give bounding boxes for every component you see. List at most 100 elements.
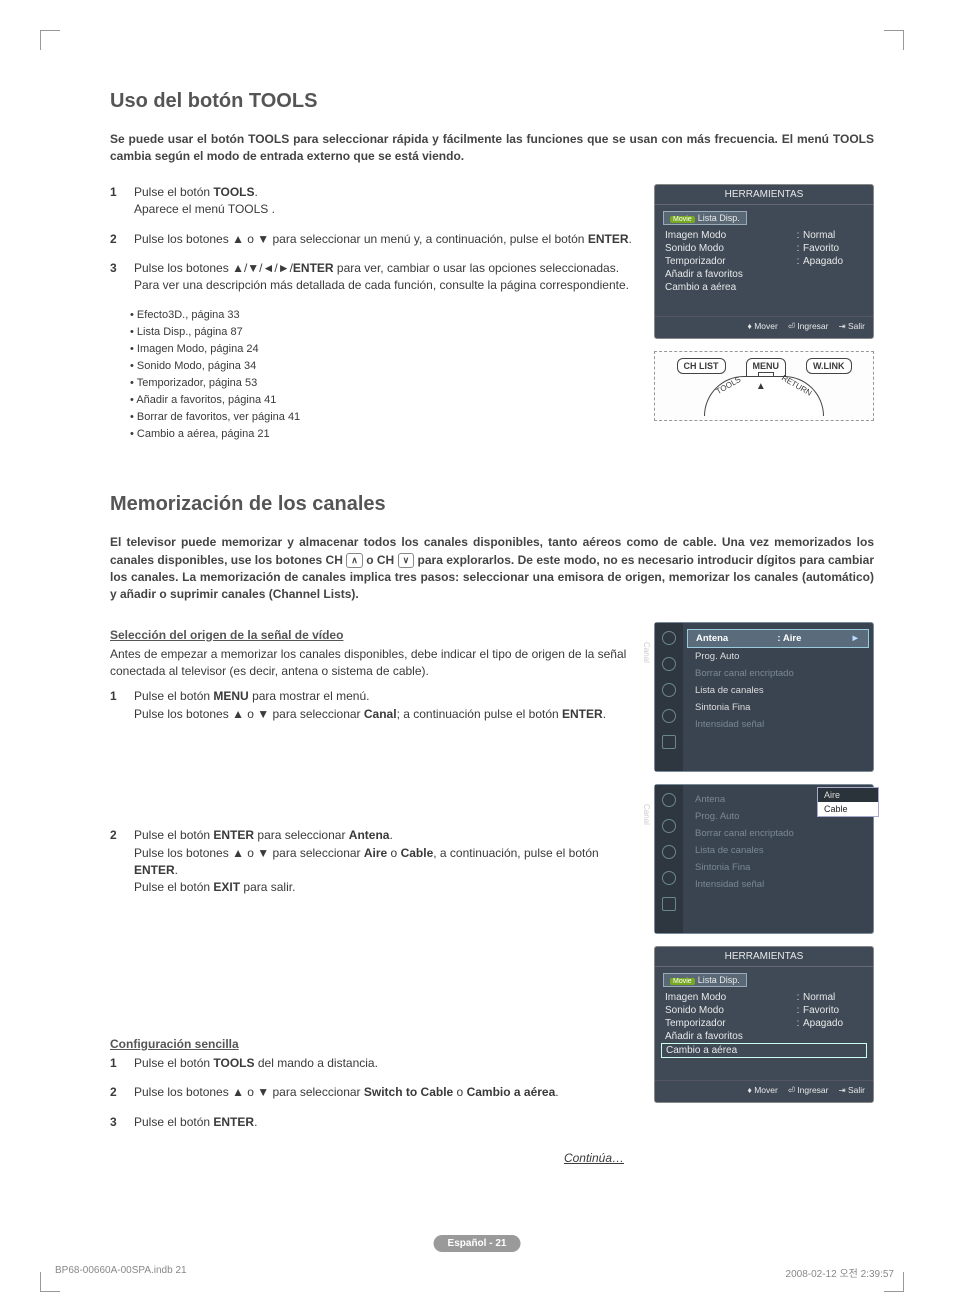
label: Lista de canales	[695, 685, 764, 696]
label: Temporizador	[665, 1018, 793, 1029]
paragraph: Antes de empezar a memorizar los canales…	[110, 646, 634, 681]
osd-footer: ♦ Mover ⏎ Ingresar ⇥ Salir	[655, 316, 873, 332]
value: Apagado	[803, 256, 863, 267]
text: Lista Disp.	[698, 213, 740, 223]
text: Cambio a aérea	[467, 1085, 556, 1099]
label: Sonido Modo	[665, 1005, 793, 1016]
up-arrow-icon: ▲	[756, 381, 766, 392]
step-num: 2	[110, 1084, 134, 1101]
osd-canal-menu: Antena: Aire► Prog. Auto Borrar canal en…	[654, 622, 874, 772]
menu-item: Sintonia Fina	[687, 699, 869, 716]
return-label: RETURN	[780, 373, 813, 397]
footer-file: BP68-00660A-00SPA.indb 21	[55, 1265, 187, 1280]
text: ENTER	[293, 261, 334, 275]
osd-footer: ♦ Mover ⏎ Ingresar ⇥ Salir	[655, 1080, 873, 1096]
text: .	[175, 863, 178, 877]
label: Borrar canal encriptado	[695, 668, 794, 679]
osd-herramientas-2: HERRAMIENTAS MovieLista Disp. Imagen Mod…	[654, 946, 874, 1103]
sublist: Efecto3D., página 33 Lista Disp., página…	[114, 307, 634, 443]
hint-exit: ⇥ Salir	[839, 321, 866, 332]
text: ENTER	[213, 1115, 254, 1129]
hint-enter: ⏎ Ingresar	[788, 1085, 829, 1096]
value: Favorito	[803, 243, 863, 254]
chevron-right-icon: ►	[851, 633, 860, 644]
text: Pulse el botón	[134, 880, 213, 894]
subsection-title: Selección del origen de la señal de víde…	[110, 628, 634, 642]
picture-icon	[662, 657, 676, 671]
menu-list: Antena: Aire► Prog. Auto Borrar canal en…	[683, 623, 873, 771]
label: Antena	[695, 794, 725, 805]
label: Intensidad señal	[695, 879, 764, 890]
text: .	[603, 707, 606, 721]
sublist-item: Sonido Modo, página 34	[130, 358, 634, 375]
footer-timestamp: 2008-02-12 오전 2:39:57	[786, 1265, 894, 1280]
text: .	[255, 185, 258, 199]
text: .	[555, 1085, 558, 1099]
step: 2 Pulse los botones ▲ o ▼ para seleccion…	[110, 1084, 634, 1101]
label: Prog. Auto	[695, 651, 739, 662]
osd-tab: MovieLista Disp.	[663, 211, 747, 225]
remote-chlist-button: CH LIST	[677, 358, 726, 374]
menu-item: Intensidad señal	[687, 876, 869, 893]
menu-side-label: Canal	[642, 804, 651, 825]
crop-mark	[40, 30, 60, 50]
sublist-item: Cambio a aérea, página 21	[130, 426, 634, 443]
step-num: 2	[110, 827, 134, 897]
label: Intensidad señal	[695, 719, 764, 730]
text: TOOLS	[213, 1056, 254, 1070]
text: , a continuación, pulse el botón	[433, 846, 598, 860]
menu-item: Prog. Auto	[687, 648, 869, 665]
label: Imagen Modo	[665, 230, 793, 241]
step-body: Pulse los botones ▲/▼/◄/►/ENTER para ver…	[134, 260, 634, 295]
tools-label: TOOLS	[715, 375, 743, 396]
value: Favorito	[803, 1005, 863, 1016]
step-num: 3	[110, 1114, 134, 1131]
text: para seleccionar	[254, 828, 349, 842]
step-body: Pulse el botón TOOLS del mando a distanc…	[134, 1055, 634, 1072]
value: : Aire	[777, 633, 801, 644]
input-icon	[662, 871, 676, 885]
app-icon	[662, 897, 676, 911]
step: 1 Pulse el botón TOOLS del mando a dista…	[110, 1055, 634, 1072]
osd-row: Sonido Modo:Favorito	[655, 1004, 873, 1017]
step-body: Pulse el botón TOOLS. Aparece el menú TO…	[134, 184, 634, 219]
text: Pulse los botones ▲/▼/◄/►/	[134, 261, 293, 275]
step: 3 Pulse el botón ENTER.	[110, 1114, 634, 1131]
osd-title: HERRAMIENTAS	[655, 947, 873, 967]
label: Sonido Modo	[665, 243, 793, 254]
value: Normal	[803, 992, 863, 1003]
dropdown-option-selected: Cable	[818, 802, 878, 816]
text: Ingresar	[797, 321, 828, 331]
text: ENTER	[213, 828, 254, 842]
section-intro: El televisor puede memorizar y almacenar…	[110, 534, 874, 604]
menu-icon-col	[655, 785, 683, 933]
text: Pulse los botones ▲ o ▼ para seleccionar…	[134, 232, 588, 246]
step-body: Pulse el botón ENTER.	[134, 1114, 634, 1131]
text: Antena	[349, 828, 390, 842]
menu-list: Antena Prog. Auto Borrar canal encriptad…	[683, 785, 873, 933]
remote-dpad: TOOLS ▲ RETURN	[704, 376, 824, 416]
hint-move: ♦ Mover	[748, 321, 778, 332]
osd-row: Añadir a favoritos	[655, 268, 873, 281]
osd-row: Imagen Modo:Normal	[655, 229, 873, 242]
menu-side-label: Canal	[642, 642, 651, 663]
text: Mover	[754, 321, 778, 331]
sublist-item: Lista Disp., página 87	[130, 324, 634, 341]
step-num: 1	[110, 1055, 134, 1072]
label: Añadir a favoritos	[665, 1031, 863, 1042]
hint-enter: ⏎ Ingresar	[788, 321, 829, 332]
step: 2 Pulse los botones ▲ o ▼ para seleccion…	[110, 231, 634, 248]
sublist-item: Añadir a favoritos, página 41	[130, 392, 634, 409]
step-num: 3	[110, 260, 134, 295]
text: Switch to Cable	[364, 1085, 453, 1099]
text: o	[387, 846, 400, 860]
text: Ingresar	[797, 1085, 828, 1095]
osd-row: Temporizador:Apagado	[655, 1017, 873, 1030]
text: Aparece el menú TOOLS .	[134, 202, 275, 216]
label: Temporizador	[665, 256, 793, 267]
section-title: Memorización de los canales	[110, 493, 874, 516]
text: o CH	[363, 553, 398, 567]
text: Canal	[364, 707, 397, 721]
osd-row: Temporizador:Apagado	[655, 255, 873, 268]
label: Lista de canales	[695, 845, 764, 856]
